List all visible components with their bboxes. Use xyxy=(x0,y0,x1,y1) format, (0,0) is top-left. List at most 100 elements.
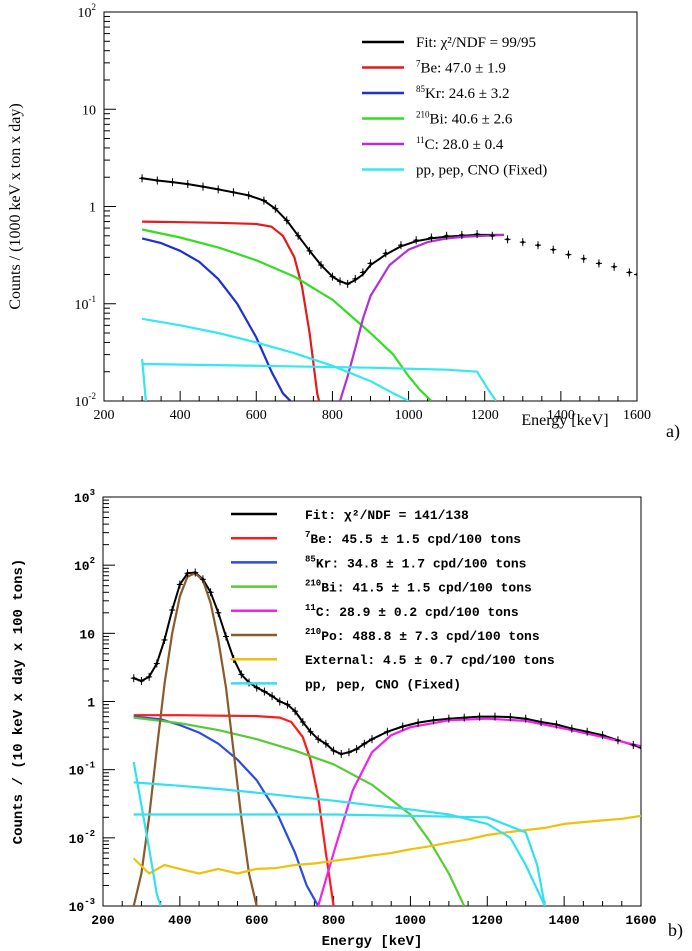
data-point xyxy=(612,265,616,269)
x-tick-label: 1400 xyxy=(549,913,580,928)
data-point xyxy=(601,733,604,737)
data-point xyxy=(239,672,243,676)
legend-entry: 85Kr: 24.6 ± 3.2 xyxy=(416,84,509,102)
x-tick-label: 600 xyxy=(245,913,269,928)
y-tick-label: 1 xyxy=(87,696,95,711)
data-point xyxy=(270,694,274,698)
y-tick-label: 10 xyxy=(79,627,95,642)
legend-entry: 210Po: 488.8 ± 7.3 cpd/100 tons xyxy=(305,627,540,644)
legend-entry: 11C: 28.9 ± 0.2 cpd/100 tons xyxy=(305,603,519,620)
y-tick-label: 10-2 xyxy=(75,391,97,410)
y-axis-label: Counts / (10 keV x day x 100 tons) xyxy=(11,559,27,845)
y-tick-label: 102 xyxy=(78,2,97,21)
data-point xyxy=(430,236,433,239)
data-point xyxy=(493,715,497,719)
data-point xyxy=(521,240,525,244)
legend-entry: Fit: χ²/NDF = 99/95 xyxy=(416,35,536,51)
series-line-Bi210 xyxy=(141,228,433,401)
x-tick-label: 1200 xyxy=(472,913,503,928)
x-tick-label: 400 xyxy=(170,408,191,423)
data-point xyxy=(490,234,494,238)
data-point xyxy=(475,232,479,236)
data-point xyxy=(319,263,323,267)
data-point xyxy=(285,218,289,222)
data-point xyxy=(567,253,570,257)
data-point xyxy=(232,190,235,194)
series-line-fit xyxy=(141,177,504,285)
data-point xyxy=(331,275,334,279)
data-point xyxy=(132,676,136,680)
legend-entry: pp, pep, CNO (Fixed) xyxy=(305,677,461,692)
legend-entry: Fit: χ²/NDF = 141/138 xyxy=(305,508,469,523)
series-line-pp xyxy=(141,358,147,401)
data-point xyxy=(508,715,512,719)
data-point xyxy=(247,194,251,197)
legend-entry: 85Kr: 34.8 ± 1.7 cpd/100 tons xyxy=(305,554,527,571)
data-point xyxy=(369,261,372,265)
data-point xyxy=(585,730,589,734)
data-point xyxy=(551,248,555,252)
data-point xyxy=(399,243,403,247)
data-point xyxy=(216,187,220,191)
data-point xyxy=(445,234,449,238)
data-point xyxy=(163,638,166,642)
series-line-pep xyxy=(142,362,498,401)
series-line-pep xyxy=(133,813,546,906)
x-tick-label: 1600 xyxy=(623,408,651,423)
data-point xyxy=(170,608,174,612)
y-axis-label: Counts / (1000 keV x ton x day) xyxy=(7,103,24,309)
plot-frame xyxy=(103,11,638,402)
y-tick-label: 10-3 xyxy=(69,897,95,915)
data-point xyxy=(332,749,335,753)
y-tick-label: 10-1 xyxy=(69,761,96,779)
panel-a-chart: 200 400 600 800 1000 1200 1400 1600 10-2 10-1 1 10 1… xyxy=(7,2,680,442)
data-point xyxy=(462,716,466,720)
data-point xyxy=(147,675,151,679)
data-point xyxy=(278,700,282,703)
data-point xyxy=(635,273,637,276)
data-point xyxy=(506,237,509,241)
data-point xyxy=(536,243,540,247)
plot-area xyxy=(130,568,641,906)
x-tick-label: 800 xyxy=(322,408,343,423)
data-point xyxy=(308,249,311,253)
data-point xyxy=(262,199,266,202)
data-point xyxy=(293,709,297,713)
legend-entry: 210Bi: 40.6 ± 2.6 xyxy=(416,110,513,128)
x-tick-label: 800 xyxy=(322,913,346,928)
data-point xyxy=(355,747,359,751)
data-point xyxy=(370,737,374,741)
x-tick-label: 1400 xyxy=(547,408,575,423)
x-tick-label: 200 xyxy=(94,408,115,423)
data-point xyxy=(171,180,174,184)
series-line-C11 xyxy=(317,717,641,906)
data-point xyxy=(362,742,366,746)
data-point xyxy=(414,238,418,242)
x-tick-label: 1600 xyxy=(625,913,656,928)
series-line-C11 xyxy=(338,233,504,401)
series-line-pp xyxy=(132,761,162,906)
y-tick-label: 10-1 xyxy=(75,294,97,313)
y-tick-label: 10 xyxy=(82,103,96,118)
series-line-CNO xyxy=(141,317,410,401)
data-point xyxy=(346,282,350,286)
data-point xyxy=(309,730,312,734)
data-point xyxy=(296,234,300,238)
x-tick-label: 200 xyxy=(91,913,115,928)
data-point xyxy=(478,715,481,719)
data-point xyxy=(460,233,464,237)
data-point xyxy=(447,717,451,721)
data-point xyxy=(155,179,159,182)
data-point xyxy=(401,725,405,728)
data-point xyxy=(224,635,228,638)
data-point xyxy=(255,686,259,689)
data-point xyxy=(347,750,351,754)
data-point xyxy=(263,690,266,693)
panel-label: b) xyxy=(668,920,683,941)
data-point xyxy=(286,703,289,707)
data-point xyxy=(216,611,220,615)
x-tick-label: 600 xyxy=(246,408,267,423)
legend-entry: 11C: 28.0 ± 0.4 xyxy=(416,135,504,153)
y-tick-label: 103 xyxy=(74,488,95,506)
